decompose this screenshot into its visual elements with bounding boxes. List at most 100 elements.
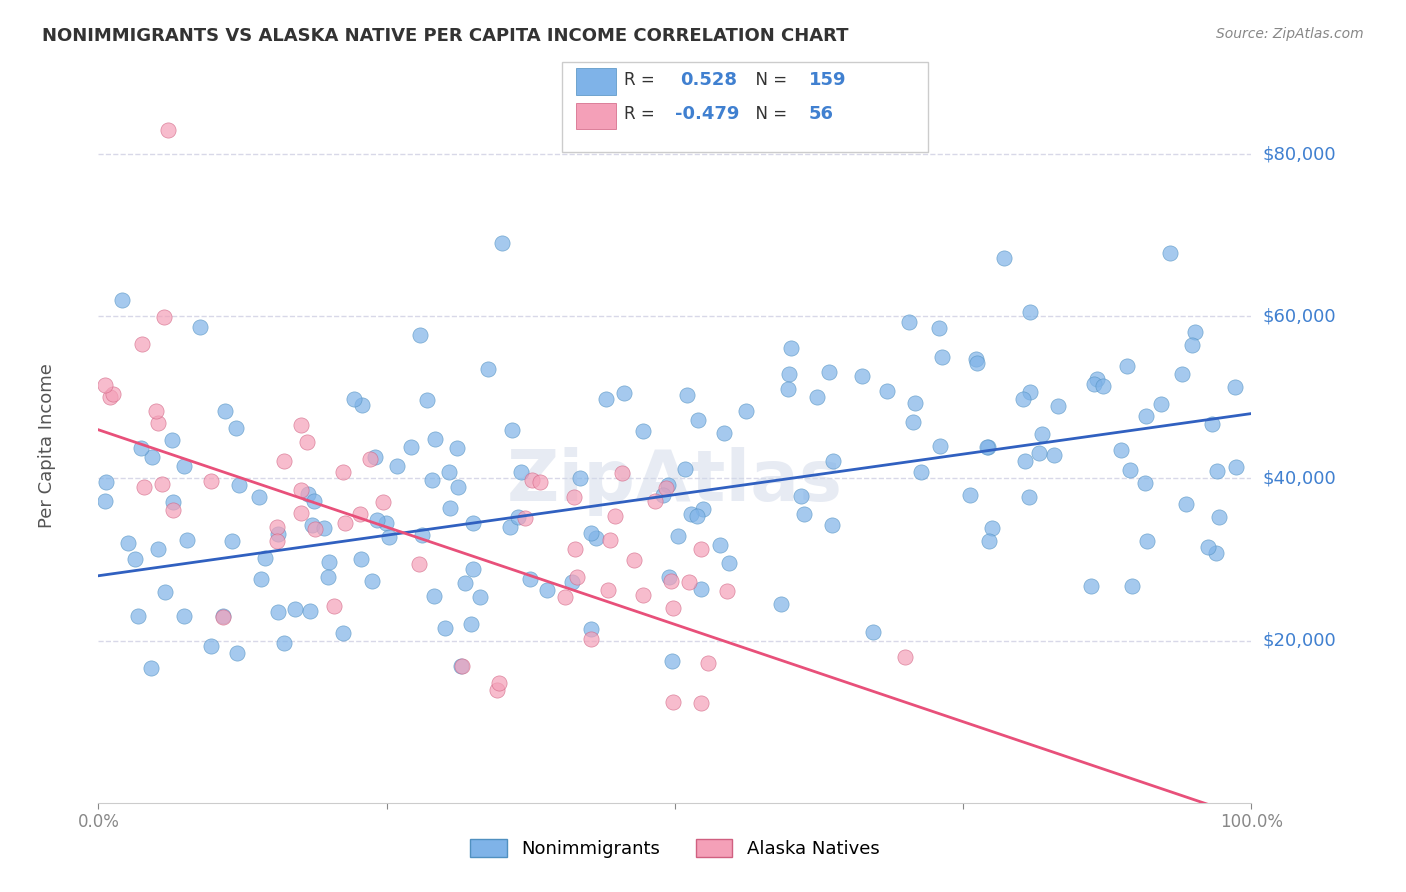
Point: [1119, 463, 1142, 477]
Point: [977, 533, 1000, 548]
Point: [1121, 579, 1143, 593]
Point: [1135, 409, 1157, 424]
Point: [631, 425, 654, 439]
Point: [335, 516, 357, 530]
Point: [1043, 448, 1066, 462]
Point: [686, 413, 709, 427]
Point: [284, 602, 307, 616]
Point: [823, 454, 845, 468]
Point: [821, 518, 844, 533]
Point: [661, 654, 683, 668]
Point: [423, 589, 446, 603]
Point: [565, 570, 588, 584]
Text: N =: N =: [745, 105, 793, 123]
Point: [101, 386, 124, 401]
Point: [928, 439, 950, 453]
Text: N =: N =: [745, 71, 793, 89]
Point: [709, 538, 731, 552]
Point: [780, 341, 803, 355]
Point: [343, 392, 366, 406]
Point: [676, 387, 699, 401]
Point: [486, 683, 509, 698]
Point: [1012, 392, 1035, 406]
Point: [931, 350, 953, 364]
Point: [554, 590, 576, 604]
Point: [520, 473, 543, 487]
Point: [568, 471, 591, 485]
Point: [155, 585, 177, 599]
Point: [374, 516, 396, 530]
Point: [793, 507, 815, 521]
Point: [897, 315, 920, 329]
Point: [124, 552, 146, 566]
Point: [153, 310, 176, 324]
Point: [488, 675, 510, 690]
Point: [148, 416, 170, 430]
Point: [564, 491, 586, 505]
Point: [690, 541, 713, 556]
Point: [1225, 460, 1247, 475]
Point: [661, 695, 683, 709]
Point: [965, 352, 987, 367]
Point: [603, 509, 626, 524]
Point: [304, 522, 326, 536]
Point: [225, 421, 247, 435]
Point: [692, 501, 714, 516]
Text: $40,000: $40,000: [1263, 469, 1337, 487]
Point: [454, 576, 477, 591]
Point: [894, 649, 917, 664]
Text: R =: R =: [624, 105, 661, 123]
Point: [350, 552, 373, 566]
Text: R =: R =: [624, 71, 665, 89]
Point: [1197, 541, 1219, 555]
Point: [681, 507, 703, 521]
Point: [499, 520, 522, 534]
Point: [678, 575, 700, 590]
Point: [132, 480, 155, 494]
Point: [1159, 245, 1181, 260]
Point: [411, 528, 433, 542]
Point: [463, 562, 485, 576]
Point: [655, 481, 678, 495]
Point: [596, 582, 619, 597]
Text: $60,000: $60,000: [1263, 307, 1337, 326]
Point: [323, 599, 346, 614]
Point: [173, 458, 195, 473]
Point: [666, 529, 689, 543]
Point: [176, 533, 198, 547]
Point: [98, 390, 121, 404]
Text: Source: ZipAtlas.com: Source: ZipAtlas.com: [1216, 27, 1364, 41]
Point: [290, 483, 312, 497]
Point: [506, 509, 529, 524]
Point: [1181, 338, 1204, 352]
Point: [1208, 510, 1230, 524]
Point: [422, 473, 444, 487]
Point: [501, 423, 523, 437]
Point: [131, 336, 153, 351]
Point: [301, 518, 323, 533]
Point: [1133, 475, 1156, 490]
Point: [377, 530, 399, 544]
Point: [1080, 578, 1102, 592]
Point: [612, 466, 634, 480]
Point: [1184, 325, 1206, 339]
Point: [371, 495, 394, 509]
Point: [460, 617, 482, 632]
Text: $80,000: $80,000: [1263, 145, 1337, 163]
Point: [190, 320, 212, 334]
Point: [806, 390, 828, 404]
Point: [644, 493, 666, 508]
Point: [631, 588, 654, 602]
Point: [1223, 380, 1246, 394]
Point: [267, 605, 290, 619]
Point: [200, 640, 222, 654]
Point: [273, 636, 295, 650]
Point: [966, 356, 988, 370]
Point: [1205, 546, 1227, 560]
Point: [599, 533, 621, 547]
Text: 159: 159: [808, 71, 846, 89]
Point: [439, 501, 461, 516]
Point: [221, 534, 243, 549]
Point: [359, 451, 381, 466]
Point: [332, 625, 354, 640]
